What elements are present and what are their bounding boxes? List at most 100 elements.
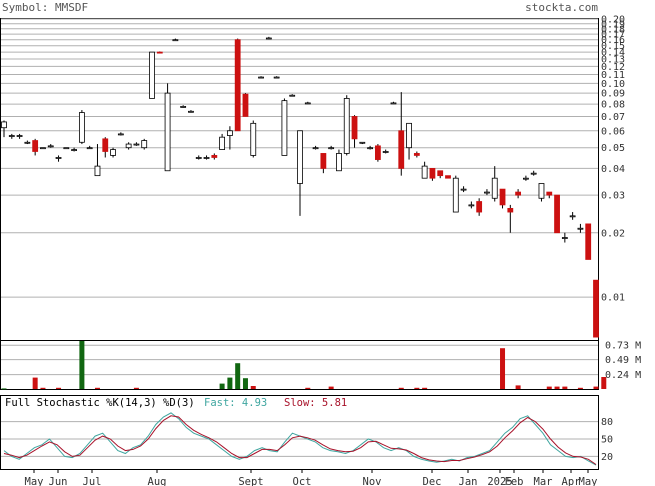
candle-body [265, 37, 272, 40]
volume-bar [227, 377, 233, 389]
candle-body [234, 39, 241, 132]
candle-body [437, 170, 444, 177]
volume-grid [1, 344, 598, 376]
candle-body [530, 172, 537, 175]
candle-body [40, 147, 46, 150]
price-tick-label: 0.09 [601, 89, 625, 100]
volume-bar [601, 377, 607, 389]
volume-bar [593, 386, 599, 389]
x-tick-label: Mar [534, 476, 553, 486]
volume-panel [0, 340, 599, 390]
candle-body [24, 141, 31, 144]
price-tick-label: 0.06 [601, 126, 625, 137]
price-tick-label: 0.12 [601, 62, 625, 73]
volume-bar [554, 386, 560, 389]
candle-body [367, 147, 374, 150]
candle-body [78, 112, 85, 143]
price-tick-label: 0.19 [601, 19, 625, 30]
candle-body [250, 122, 257, 156]
volume-bar [242, 378, 248, 389]
price-tick-label: 0.20 [601, 15, 625, 26]
candle-body [429, 168, 436, 179]
volume-bar [500, 348, 506, 389]
x-tick-label: May [579, 476, 598, 486]
price-tick-label: 0.08 [601, 100, 625, 111]
candle-body [71, 149, 78, 151]
candle-body [172, 39, 179, 42]
x-tick-label: Feb [505, 476, 524, 486]
stochastic-grid [1, 421, 598, 457]
x-tick-label: Nov [363, 476, 382, 486]
candle-body [484, 191, 490, 194]
candle-body [421, 165, 428, 179]
volume-bar [219, 383, 225, 389]
site-label[interactable]: stockta.com [525, 1, 598, 14]
candle-body [577, 227, 584, 230]
candle-body [242, 93, 249, 117]
volume-tick-label: 0.49 M [605, 355, 641, 366]
candle-body [398, 130, 405, 169]
price-tick-label: 0.18 [601, 24, 625, 35]
candle-body [468, 204, 475, 207]
volume-bar [235, 363, 241, 389]
candle-body [499, 188, 506, 206]
candle-body [273, 76, 280, 79]
volume-bar [305, 387, 311, 389]
price-tick-label: 0.04 [601, 164, 625, 175]
candle-body [546, 191, 553, 196]
candle-body [336, 153, 342, 172]
candle-body [476, 201, 483, 213]
candle-body [16, 135, 23, 137]
candle-body [1, 121, 7, 129]
candle-body [569, 215, 576, 218]
candle-body [117, 133, 124, 136]
candle-body [219, 136, 226, 150]
candle-body [47, 145, 54, 148]
volume-bar [250, 386, 256, 389]
candle-body [102, 138, 109, 152]
price-y-ticks: 0.200.190.180.170.160.150.140.130.120.11… [601, 15, 625, 304]
price-tick-label: 0.10 [601, 79, 625, 90]
x-tick-label: May [25, 476, 44, 486]
volume-bar [562, 386, 568, 389]
candle-body [8, 135, 15, 137]
stochastic-y-ticks: 80 50 20 [601, 417, 613, 463]
candle-body [390, 102, 397, 105]
volume-bars [1, 341, 607, 390]
candle-body [585, 223, 592, 260]
price-tick-label: 0.07 [601, 112, 625, 123]
candle-body [359, 141, 366, 144]
stochastic-lines [3, 412, 597, 466]
volume-y-ticks: 0.73 M 0.49 M 0.24 M [605, 341, 641, 381]
candle-body [211, 155, 218, 158]
stochastic-tick-label: 50 [601, 435, 613, 446]
x-tick-label: Dec [423, 476, 442, 486]
candle-body [110, 149, 116, 156]
stochastic-title: Full Stochastic %K(14,3) %D(3) [5, 397, 195, 409]
volume-bar [1, 388, 7, 390]
price-tick-label: 0.03 [601, 191, 625, 202]
price-tick-label: 0.16 [601, 35, 625, 46]
candle-body [538, 183, 545, 199]
candle-body [351, 116, 358, 140]
candle-body [445, 175, 451, 179]
candle-body [258, 76, 264, 79]
candle-body [180, 106, 187, 108]
candle-body [460, 188, 467, 191]
stochastic-slow-label: Slow: 5.81 [284, 397, 347, 409]
price-tick-label: 0.14 [601, 48, 625, 59]
candle-body [328, 147, 335, 150]
candle-body [86, 147, 93, 150]
candle-body [281, 100, 288, 156]
x-tick-label: Sept [238, 476, 263, 486]
volume-bar [40, 387, 46, 389]
candle-body [156, 51, 163, 54]
candle-body [374, 145, 381, 160]
candle-body [507, 208, 514, 213]
stochastic-line-slow [3, 415, 597, 465]
candle-body [195, 157, 202, 159]
candle-body [304, 102, 311, 105]
volume-bar [94, 387, 100, 389]
volume-bar [515, 385, 521, 389]
